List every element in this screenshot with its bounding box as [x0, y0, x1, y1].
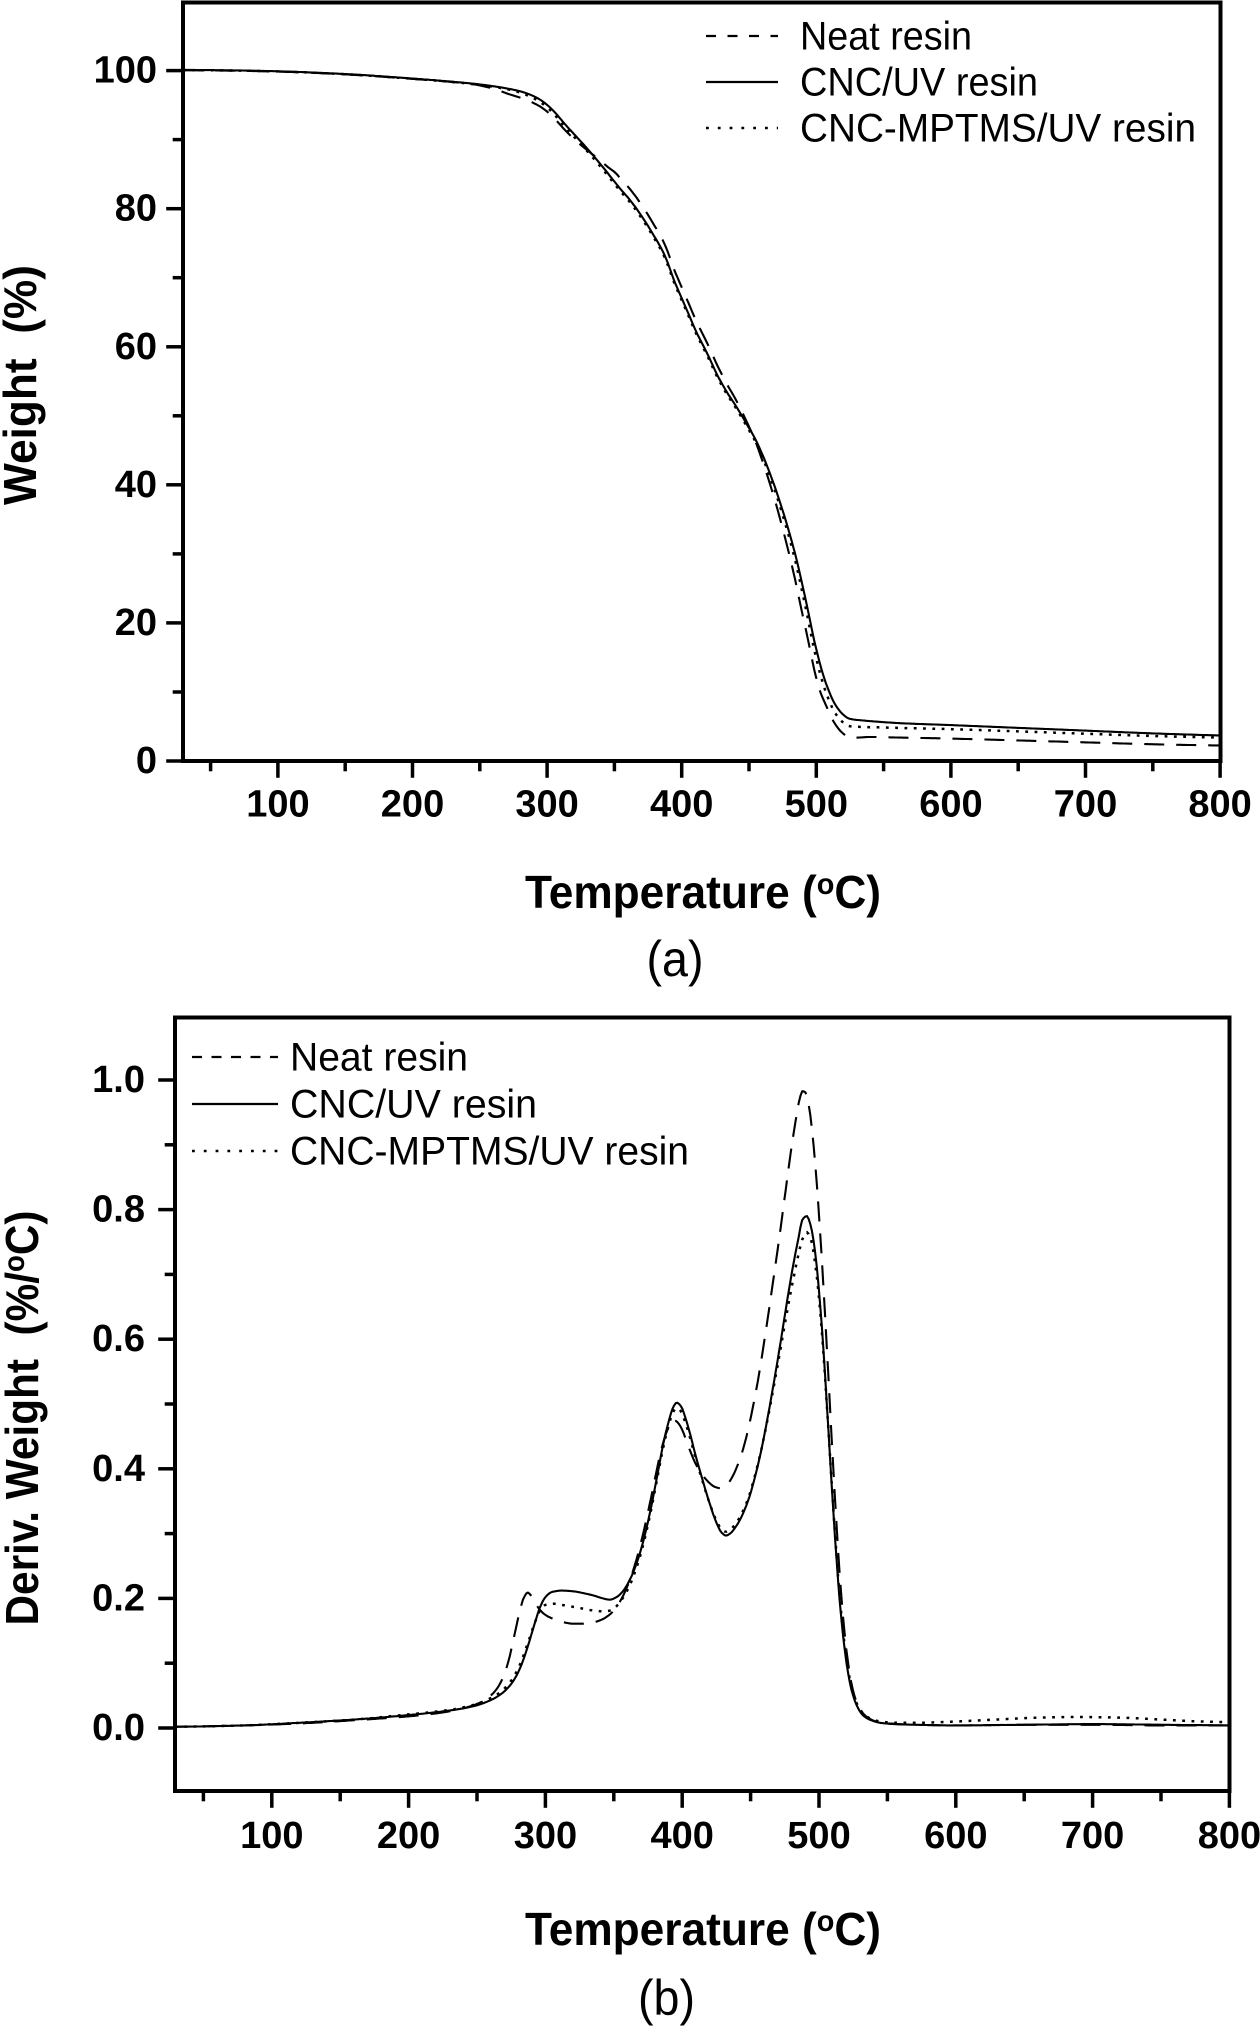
- svg-text:500: 500: [785, 784, 848, 826]
- svg-text:1.0: 1.0: [92, 1059, 145, 1101]
- svg-text:300: 300: [515, 784, 578, 826]
- svg-text:600: 600: [919, 784, 982, 826]
- svg-text:0.0: 0.0: [92, 1707, 145, 1749]
- svg-text:400: 400: [650, 784, 713, 826]
- svg-text:400: 400: [650, 1815, 713, 1857]
- svg-text:100: 100: [94, 50, 157, 92]
- svg-text:60: 60: [115, 326, 157, 368]
- svg-text:CNC-MPTMS/UV resin: CNC-MPTMS/UV resin: [290, 1130, 689, 1174]
- svg-text:(b): (b): [638, 1970, 695, 2026]
- svg-text:500: 500: [787, 1815, 850, 1857]
- svg-text:20: 20: [115, 602, 157, 644]
- svg-text:0.6: 0.6: [92, 1318, 145, 1360]
- svg-text:40: 40: [115, 464, 157, 506]
- svg-text:80: 80: [115, 188, 157, 230]
- svg-text:200: 200: [377, 1815, 440, 1857]
- svg-text:CNC-MPTMS/UV resin: CNC-MPTMS/UV resin: [800, 107, 1196, 151]
- svg-text:0.8: 0.8: [92, 1189, 145, 1231]
- svg-text:Deriv. Weight (%/oC): Deriv. Weight (%/oC): [0, 1211, 48, 1626]
- svg-text:0: 0: [136, 740, 157, 782]
- svg-text:0.4: 0.4: [92, 1448, 145, 1490]
- svg-text:(a): (a): [647, 931, 704, 987]
- svg-text:800: 800: [1198, 1815, 1260, 1857]
- svg-text:100: 100: [246, 784, 309, 826]
- svg-text:800: 800: [1188, 784, 1251, 826]
- svg-text:Temperature (oC): Temperature (oC): [525, 1903, 881, 1955]
- svg-text:Neat resin: Neat resin: [290, 1036, 468, 1080]
- svg-text:700: 700: [1061, 1815, 1124, 1857]
- svg-text:200: 200: [381, 784, 444, 826]
- svg-text:100: 100: [240, 1815, 303, 1857]
- svg-text:700: 700: [1054, 784, 1117, 826]
- svg-text:Neat resin: Neat resin: [800, 15, 972, 59]
- svg-text:CNC/UV resin: CNC/UV resin: [800, 61, 1038, 105]
- svg-text:0.2: 0.2: [92, 1577, 145, 1619]
- svg-text:CNC/UV resin: CNC/UV resin: [290, 1083, 537, 1127]
- svg-text:Weight (%): Weight (%): [0, 265, 46, 505]
- svg-text:600: 600: [924, 1815, 987, 1857]
- svg-text:300: 300: [514, 1815, 577, 1857]
